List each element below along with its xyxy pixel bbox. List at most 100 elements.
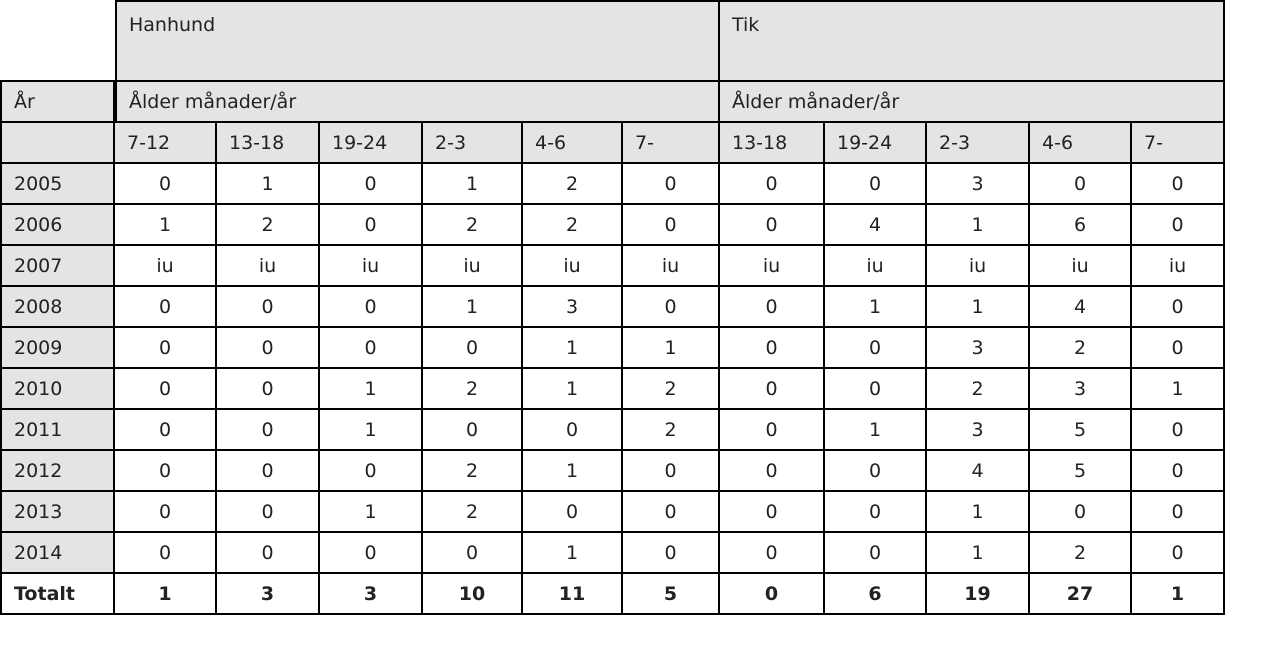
column-header: 13-18 bbox=[720, 123, 825, 164]
data-cell: 0 bbox=[825, 533, 927, 574]
data-cell: iu bbox=[927, 246, 1030, 287]
data-cell: 0 bbox=[1030, 164, 1132, 205]
data-cell: iu bbox=[825, 246, 927, 287]
total-cell: 1 bbox=[115, 574, 217, 615]
column-header: 4-6 bbox=[523, 123, 623, 164]
year-cell: 2014 bbox=[0, 533, 115, 574]
data-cell: 1 bbox=[1132, 369, 1225, 410]
data-cell: 1 bbox=[523, 369, 623, 410]
data-cell: iu bbox=[623, 246, 720, 287]
column-header: 2-3 bbox=[927, 123, 1030, 164]
data-cell: 0 bbox=[623, 164, 720, 205]
data-cell: 0 bbox=[320, 164, 423, 205]
data-cell: 0 bbox=[115, 533, 217, 574]
data-cell: 2 bbox=[523, 164, 623, 205]
total-cell: 3 bbox=[320, 574, 423, 615]
data-cell: 0 bbox=[1030, 492, 1132, 533]
data-cell: 5 bbox=[1030, 451, 1132, 492]
data-cell: 1 bbox=[927, 533, 1030, 574]
data-cell: 0 bbox=[320, 533, 423, 574]
data-cell: 0 bbox=[217, 369, 320, 410]
total-cell: 5 bbox=[623, 574, 720, 615]
data-cell: 0 bbox=[217, 533, 320, 574]
data-cell: 2 bbox=[523, 205, 623, 246]
column-header: 4-6 bbox=[1030, 123, 1132, 164]
data-cell: 0 bbox=[423, 533, 523, 574]
age-header: Ålder månader/år bbox=[720, 82, 1225, 123]
data-cell: 0 bbox=[720, 205, 825, 246]
data-cell: 1 bbox=[217, 164, 320, 205]
column-header: 7-12 bbox=[115, 123, 217, 164]
data-cell: 0 bbox=[217, 410, 320, 451]
data-cell: 0 bbox=[115, 410, 217, 451]
data-cell: 0 bbox=[217, 287, 320, 328]
data-cell: 4 bbox=[825, 205, 927, 246]
data-cell: 0 bbox=[217, 328, 320, 369]
data-cell: 0 bbox=[523, 492, 623, 533]
data-cell: 0 bbox=[115, 451, 217, 492]
column-header: 7- bbox=[1132, 123, 1225, 164]
total-cell: 6 bbox=[825, 574, 927, 615]
year-cell: 2012 bbox=[0, 451, 115, 492]
data-cell: 3 bbox=[927, 328, 1030, 369]
total-cell: 10 bbox=[423, 574, 523, 615]
data-cell: 4 bbox=[1030, 287, 1132, 328]
data-cell: 1 bbox=[927, 205, 1030, 246]
data-cell: 5 bbox=[1030, 410, 1132, 451]
data-cell: 0 bbox=[1132, 328, 1225, 369]
data-cell: 0 bbox=[720, 533, 825, 574]
data-cell: 0 bbox=[320, 451, 423, 492]
column-header: 19-24 bbox=[320, 123, 423, 164]
column-header: 2-3 bbox=[423, 123, 523, 164]
year-cell: 2005 bbox=[0, 164, 115, 205]
data-cell: 0 bbox=[720, 492, 825, 533]
data-cell: 0 bbox=[720, 328, 825, 369]
column-header: 19-24 bbox=[825, 123, 927, 164]
data-cell: 0 bbox=[825, 164, 927, 205]
total-cell: 3 bbox=[217, 574, 320, 615]
blank-header bbox=[0, 123, 115, 164]
data-cell: 0 bbox=[720, 451, 825, 492]
data-cell: 0 bbox=[720, 369, 825, 410]
data-cell: 0 bbox=[720, 410, 825, 451]
data-cell: 1 bbox=[623, 328, 720, 369]
data-cell: 0 bbox=[523, 410, 623, 451]
data-cell: 2 bbox=[423, 369, 523, 410]
year-header: År bbox=[0, 82, 115, 123]
data-cell: iu bbox=[320, 246, 423, 287]
year-cell: 2013 bbox=[0, 492, 115, 533]
data-cell: 0 bbox=[115, 328, 217, 369]
age-header: Ålder månader/år bbox=[115, 82, 720, 123]
data-cell: 0 bbox=[115, 164, 217, 205]
data-cell: 3 bbox=[927, 164, 1030, 205]
data-cell: 0 bbox=[720, 164, 825, 205]
data-cell: 0 bbox=[1132, 533, 1225, 574]
total-cell: 27 bbox=[1030, 574, 1132, 615]
data-cell: 0 bbox=[217, 451, 320, 492]
data-cell: 0 bbox=[825, 328, 927, 369]
year-cell: 2010 bbox=[0, 369, 115, 410]
data-cell: 1 bbox=[320, 369, 423, 410]
data-cell: 0 bbox=[825, 492, 927, 533]
total-cell: 0 bbox=[720, 574, 825, 615]
data-cell: 2 bbox=[423, 451, 523, 492]
data-cell: 1 bbox=[423, 164, 523, 205]
data-cell: 1 bbox=[115, 205, 217, 246]
data-cell: 2 bbox=[623, 369, 720, 410]
year-cell: 2009 bbox=[0, 328, 115, 369]
total-cell: 19 bbox=[927, 574, 1030, 615]
data-cell: 3 bbox=[1030, 369, 1132, 410]
data-cell: 1 bbox=[825, 287, 927, 328]
year-cell: 2008 bbox=[0, 287, 115, 328]
data-cell: 2 bbox=[1030, 328, 1132, 369]
total-cell: 11 bbox=[523, 574, 623, 615]
group-header: Tik bbox=[720, 0, 1225, 82]
data-cell: iu bbox=[1132, 246, 1225, 287]
data-cell: iu bbox=[1030, 246, 1132, 287]
corner bbox=[0, 0, 115, 82]
data-cell: 0 bbox=[623, 205, 720, 246]
column-header: 7- bbox=[623, 123, 720, 164]
column-header: 13-18 bbox=[217, 123, 320, 164]
data-cell: 0 bbox=[1132, 410, 1225, 451]
